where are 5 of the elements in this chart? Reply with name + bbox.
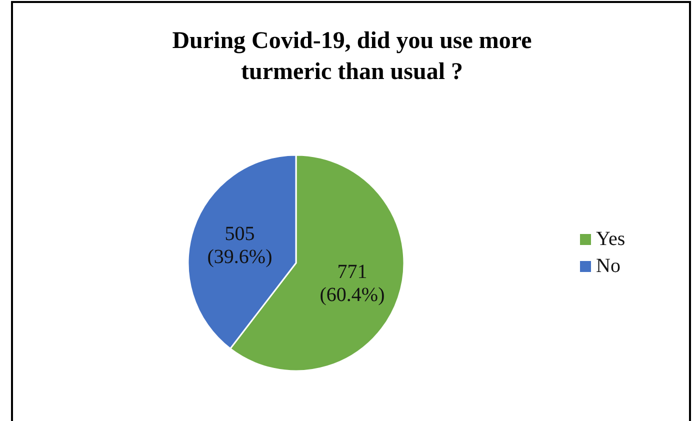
legend-label: No <box>596 255 620 277</box>
data-label: 505 (39.6%) <box>207 222 272 268</box>
data-label: 771 (60.4%) <box>320 261 385 306</box>
legend-label: Yes <box>596 228 626 250</box>
chart-title: During Covid-19, did you use more turmeric than usual ? <box>172 28 532 85</box>
